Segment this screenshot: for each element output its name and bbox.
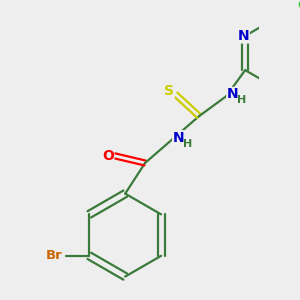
Text: N: N [173, 131, 184, 145]
Text: H: H [183, 139, 192, 149]
Text: H: H [237, 95, 246, 105]
Text: S: S [164, 84, 174, 98]
Text: N: N [238, 29, 249, 43]
Text: O: O [102, 149, 114, 163]
Text: N: N [227, 88, 239, 101]
Text: Br: Br [46, 249, 62, 262]
Text: Cl: Cl [297, 0, 300, 12]
